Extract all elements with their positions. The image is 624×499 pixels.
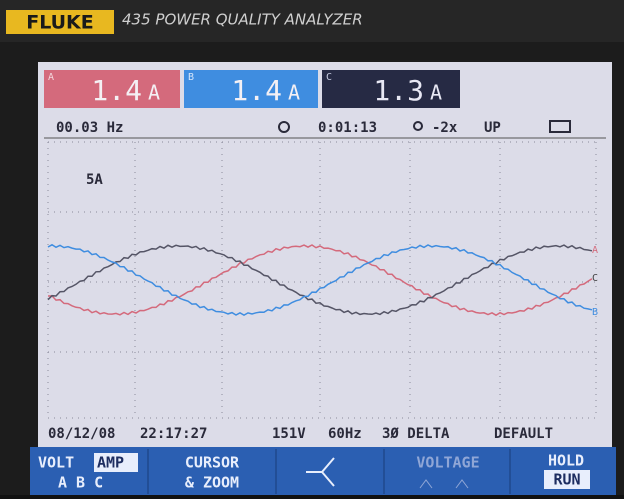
reading-unit: A: [430, 81, 442, 105]
scale-label: 5A: [86, 172, 103, 188]
line-frequency: 60Hz: [328, 426, 362, 442]
device: FLUKE 435 POWER QUALITY ANALYZER A B C 1…: [0, 0, 624, 495]
phase-label: A: [48, 72, 54, 83]
phase-label: C: [326, 72, 332, 83]
softkey-label: VOLT: [38, 454, 74, 472]
mode: UP: [484, 120, 501, 136]
voltage: 151V: [272, 426, 306, 442]
reading-value: 1.4: [91, 74, 142, 107]
reading-unit: A: [148, 81, 160, 105]
zoom: -2x: [432, 120, 458, 136]
reading-value: 1.4: [231, 74, 282, 107]
config: 3Ø DELTA: [382, 426, 450, 442]
brand: FLUKE: [26, 12, 94, 34]
softkey-label: HOLD: [548, 452, 584, 470]
softkey-label: A B C: [58, 474, 103, 492]
trace-label: A: [592, 245, 598, 256]
trace-label: B: [592, 307, 598, 318]
softkey-label: VOLTAGE: [416, 454, 479, 472]
softkey-selected: RUN: [553, 471, 580, 489]
profile: DEFAULT: [494, 426, 553, 442]
phase-label: B: [188, 72, 194, 83]
date: 08/12/08: [48, 426, 115, 442]
softkey-selected: AMP: [97, 454, 124, 472]
timer: 0:01:13: [318, 120, 377, 136]
time: 22:17:27: [140, 426, 207, 442]
reading-value: 1.3: [373, 74, 424, 107]
softkey[interactable]: HOLD RUN: [544, 452, 590, 490]
model: 435 POWER QUALITY ANALYZER: [122, 11, 363, 29]
softkey-label: CURSOR: [185, 454, 240, 472]
softkey-label: & ZOOM: [185, 474, 239, 492]
reading-unit: A: [288, 81, 300, 105]
frequency: 00.03 Hz: [56, 120, 123, 136]
trace-label: C: [592, 273, 598, 284]
